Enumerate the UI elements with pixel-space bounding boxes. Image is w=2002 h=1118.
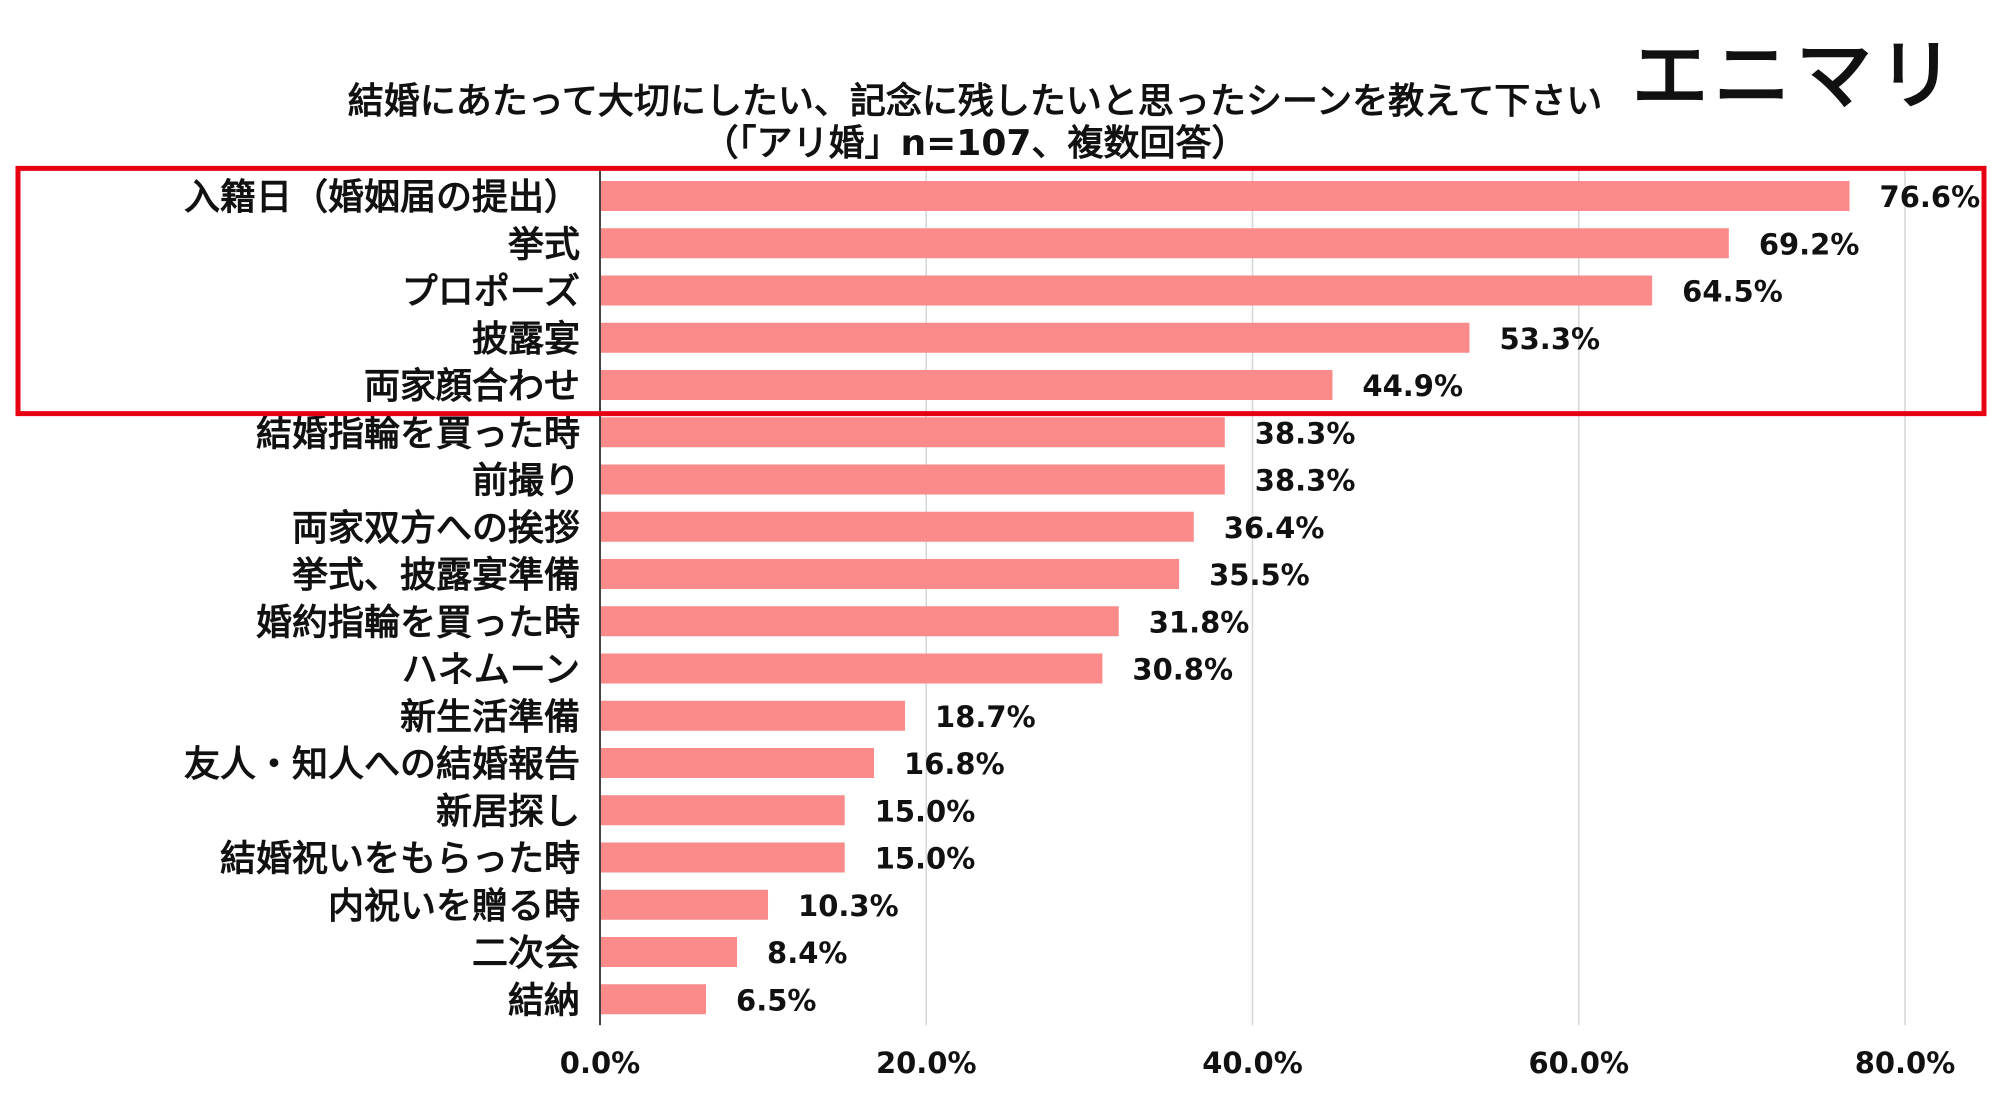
value-label: 30.8% — [1132, 653, 1233, 687]
category-label: 新生活準備 — [400, 697, 580, 738]
value-label: 31.8% — [1149, 605, 1250, 639]
x-tick-label: 0.0% — [560, 1046, 640, 1080]
category-label: 両家双方への挨拶 — [292, 508, 580, 549]
bar — [600, 984, 707, 1015]
value-label: 38.3% — [1255, 464, 1356, 498]
brand-logo: エニマリ — [1632, 31, 1960, 120]
value-label: 6.5% — [736, 983, 816, 1017]
category-label: ハネムーン — [402, 650, 580, 691]
category-label: 内祝いを贈る時 — [328, 886, 580, 927]
category-label: 結婚祝いをもらった時 — [220, 839, 580, 880]
chart-title: 結婚にあたって大切にしたい、記念に残したいと思ったシーンを教えて下さい — [347, 81, 1603, 122]
bar — [600, 748, 875, 778]
category-label: 前撮り — [472, 461, 580, 502]
category-label: 友人・知人への結婚報告 — [184, 744, 580, 785]
bar — [600, 511, 1194, 542]
bar — [600, 417, 1225, 448]
bar — [600, 937, 738, 967]
value-label: 53.3% — [1499, 322, 1600, 356]
value-label: 10.3% — [798, 889, 899, 923]
value-label: 8.4% — [767, 936, 847, 970]
value-label: 15.0% — [875, 794, 976, 828]
category-label: 挙式 — [507, 224, 580, 265]
category-label: 二次会 — [472, 933, 580, 974]
chart-subtitle: （「アリ婚」n=107、複数回答） — [702, 123, 1248, 164]
value-label: 38.3% — [1255, 416, 1356, 450]
value-label: 35.5% — [1209, 558, 1310, 592]
value-label: 44.9% — [1362, 369, 1463, 403]
category-label: 結納 — [508, 980, 580, 1021]
category-label: プロポーズ — [402, 271, 580, 313]
x-tick-label: 40.0% — [1202, 1046, 1303, 1080]
category-label: 新居探し — [436, 791, 580, 832]
bar — [600, 842, 845, 873]
bar — [600, 275, 1653, 306]
x-tick-label: 20.0% — [876, 1046, 977, 1080]
category-label: 婚約指輪を買った時 — [256, 601, 580, 643]
bar — [600, 322, 1470, 353]
bar — [600, 228, 1729, 259]
bar — [600, 370, 1333, 400]
value-label: 18.7% — [935, 700, 1036, 734]
value-label: 15.0% — [875, 842, 976, 876]
value-label: 69.2% — [1759, 227, 1860, 261]
category-label: 入籍日（婚姻届の提出） — [184, 177, 580, 218]
highlight-box — [15, 165, 1987, 417]
category-label: 挙式、披露宴準備 — [291, 554, 580, 596]
category-label: 結婚指輪を買った時 — [256, 412, 580, 454]
category-label: 披露宴 — [472, 318, 580, 360]
value-label: 16.8% — [904, 747, 1005, 781]
value-label: 64.5% — [1682, 275, 1783, 309]
bar — [600, 889, 769, 920]
bar — [600, 606, 1119, 637]
bar — [600, 795, 845, 826]
x-tick-label: 80.0% — [1855, 1046, 1956, 1080]
x-tick-label: 60.0% — [1528, 1046, 1629, 1080]
bar — [600, 559, 1180, 589]
bar — [600, 464, 1225, 495]
category-label: 両家顔合わせ — [364, 366, 580, 407]
value-label: 76.6% — [1880, 180, 1981, 214]
value-label: 36.4% — [1224, 511, 1325, 545]
bar — [600, 700, 906, 731]
bar — [600, 653, 1103, 684]
bar — [600, 181, 1850, 211]
